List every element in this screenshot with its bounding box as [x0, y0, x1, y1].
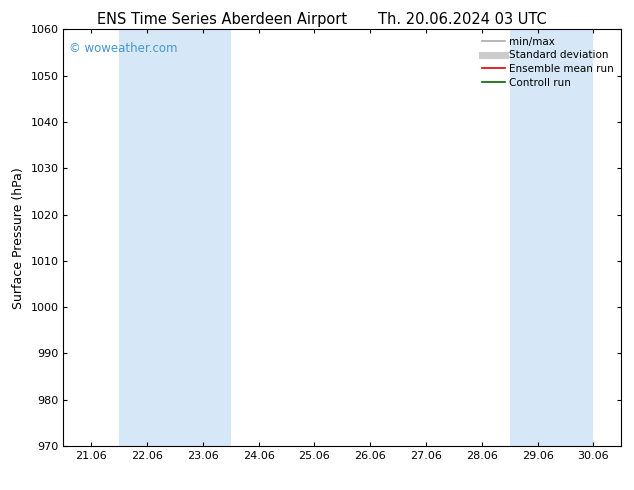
Text: © woweather.com: © woweather.com [69, 42, 178, 55]
Bar [510, 29, 593, 446]
Text: Th. 20.06.2024 03 UTC: Th. 20.06.2024 03 UTC [378, 12, 547, 27]
Bar [119, 29, 231, 446]
Y-axis label: Surface Pressure (hPa): Surface Pressure (hPa) [12, 167, 25, 309]
Legend: min/max, Standard deviation, Ensemble mean run, Controll run: min/max, Standard deviation, Ensemble me… [478, 32, 618, 92]
Text: ENS Time Series Aberdeen Airport: ENS Time Series Aberdeen Airport [97, 12, 347, 27]
